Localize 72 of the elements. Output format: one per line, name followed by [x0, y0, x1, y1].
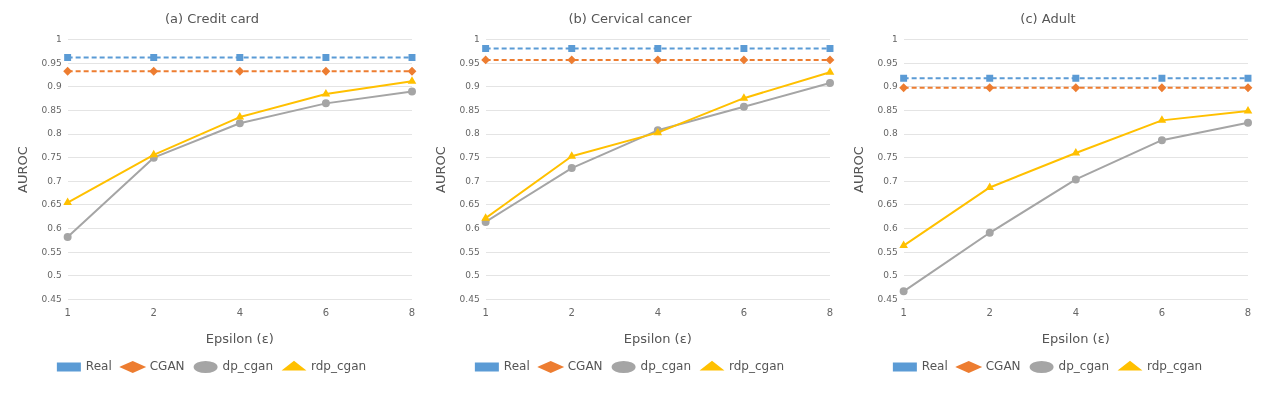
x-tick-label: 2 — [150, 306, 157, 318]
y-tick-label: 0.45 — [459, 293, 480, 304]
x-axis-title: Epsilon (ε) — [623, 330, 692, 346]
legend-label: dp_cgan — [222, 359, 274, 374]
x-tick-label: 1 — [900, 306, 907, 318]
y-tick-label: 0.5 — [883, 270, 898, 281]
x-tick-label: 6 — [322, 306, 330, 318]
y-tick-label: 0.65 — [877, 199, 898, 210]
x-tick-label: 1 — [64, 306, 71, 318]
legend-label: CGAN — [149, 359, 185, 374]
y-tick-label: 0.7 — [465, 175, 480, 186]
chart-title: (b) Cervical cancer — [568, 11, 693, 27]
y-tick-label: 0.95 — [459, 57, 480, 68]
chart-title: (c) Adult — [1020, 11, 1076, 27]
y-tick-label: 0.75 — [877, 152, 898, 163]
legend-label: Real — [85, 359, 112, 374]
y-tick-label: 0.8 — [47, 128, 62, 139]
y-tick-label: 0.75 — [459, 152, 480, 163]
y-tick-label: 0.85 — [459, 104, 480, 115]
x-tick-label: 4 — [654, 306, 662, 318]
legend-label: rdp_cgan — [729, 359, 785, 374]
x-axis-title: Epsilon (ε) — [1041, 330, 1110, 346]
legend-label: CGAN — [567, 359, 603, 374]
y-tick-label: 0.55 — [41, 246, 62, 257]
y-tick-label: 0.75 — [41, 152, 62, 163]
y-tick-label: 0.9 — [47, 81, 62, 92]
legend-label: Real — [921, 359, 948, 374]
legend-label: rdp_cgan — [1147, 359, 1203, 374]
x-axis-title: Epsilon (ε) — [205, 330, 274, 346]
y-tick-label: 1 — [891, 33, 898, 44]
y-axis-title: AUROC — [433, 146, 449, 193]
y-tick-label: 0.55 — [459, 246, 480, 257]
y-tick-label: 0.7 — [883, 175, 898, 186]
y-tick-label: 0.85 — [877, 104, 898, 115]
legend-label: rdp_cgan — [311, 359, 367, 374]
x-tick-label: 6 — [740, 306, 748, 318]
x-tick-label: 4 — [236, 306, 244, 318]
legend-label: CGAN — [985, 359, 1021, 374]
y-axis-title: AUROC — [851, 146, 867, 193]
y-tick-label: 0.65 — [41, 199, 62, 210]
y-tick-label: 0.7 — [47, 175, 62, 186]
y-tick-label: 0.9 — [465, 81, 480, 92]
x-tick-label: 1 — [482, 306, 489, 318]
y-tick-label: 0.45 — [41, 293, 62, 304]
y-tick-label: 0.5 — [47, 270, 62, 281]
legend-label: dp_cgan — [640, 359, 692, 374]
x-tick-label: 8 — [826, 306, 834, 318]
y-tick-label: 0.6 — [47, 222, 62, 233]
x-tick-label: 2 — [568, 306, 575, 318]
x-tick-label: 4 — [1072, 306, 1080, 318]
chart-title: (a) Credit card — [165, 11, 259, 27]
y-axis-title: AUROC — [15, 146, 31, 193]
y-tick-label: 0.95 — [41, 57, 62, 68]
y-tick-label: 0.55 — [877, 246, 898, 257]
y-tick-label: 1 — [55, 33, 62, 44]
y-tick-label: 0.65 — [459, 199, 480, 210]
y-tick-label: 1 — [473, 33, 480, 44]
y-tick-label: 0.6 — [465, 222, 480, 233]
x-tick-label: 6 — [1158, 306, 1166, 318]
x-tick-label: 8 — [408, 306, 416, 318]
y-tick-label: 0.5 — [465, 270, 480, 281]
y-tick-label: 0.6 — [883, 222, 898, 233]
y-tick-label: 0.8 — [883, 128, 898, 139]
y-tick-label: 0.85 — [41, 104, 62, 115]
x-tick-label: 2 — [986, 306, 993, 318]
y-tick-label: 0.95 — [877, 57, 898, 68]
y-tick-label: 0.9 — [883, 81, 898, 92]
x-tick-label: 8 — [1244, 306, 1252, 318]
legend-label: dp_cgan — [1058, 359, 1110, 374]
y-tick-label: 0.45 — [877, 293, 898, 304]
y-tick-label: 0.8 — [465, 128, 480, 139]
legend-label: Real — [503, 359, 530, 374]
